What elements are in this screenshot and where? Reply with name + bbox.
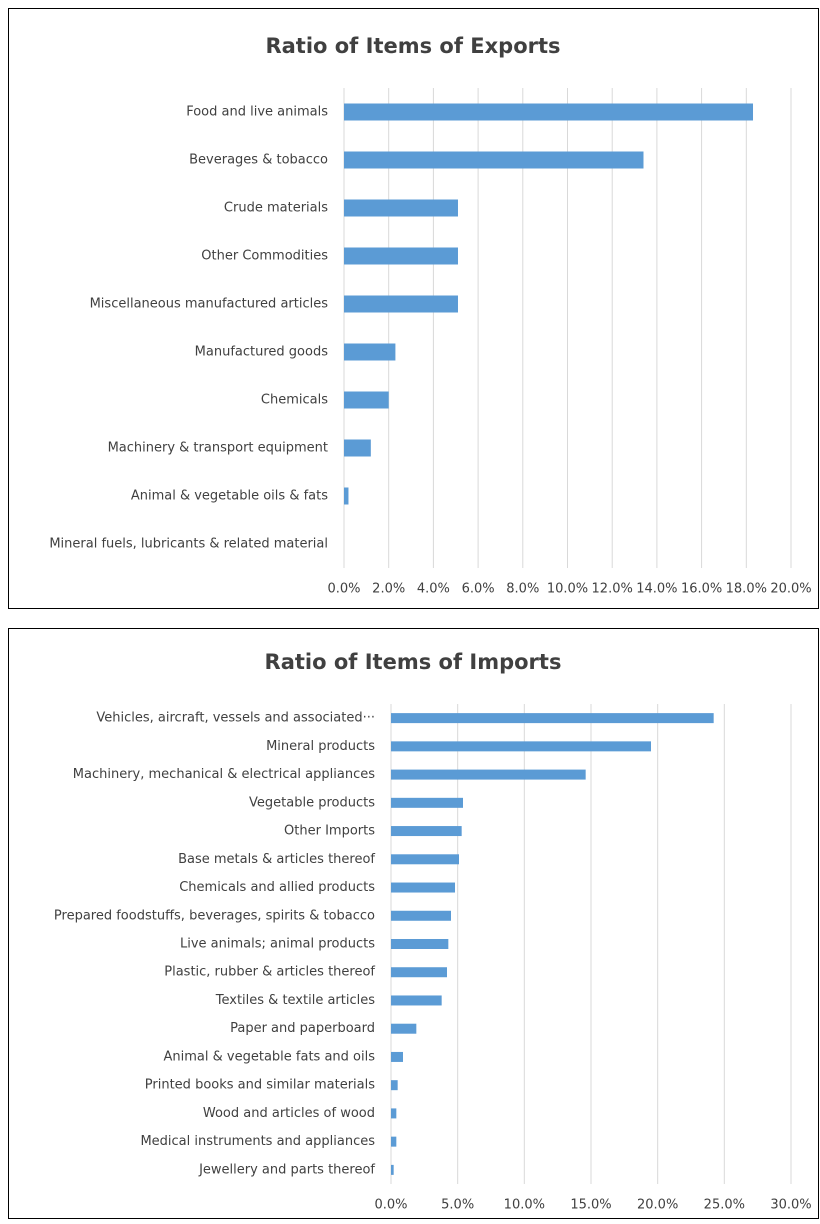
bar bbox=[391, 882, 455, 893]
bar bbox=[391, 769, 586, 780]
x-tick-label: 30.0% bbox=[770, 1198, 811, 1213]
y-tick-label: Medical instruments and appliances bbox=[140, 1134, 375, 1149]
y-tick-label: Plastic, rubber & articles thereof bbox=[164, 965, 375, 980]
x-tick-label: 5.0% bbox=[441, 1198, 474, 1213]
bar bbox=[391, 1080, 398, 1091]
x-tick-label: 20.0% bbox=[637, 1198, 678, 1213]
bar bbox=[391, 826, 462, 837]
y-tick-label: Beverages & tobacco bbox=[189, 153, 328, 168]
x-tick-label: 2.0% bbox=[372, 582, 405, 597]
y-tick-label: Other Imports bbox=[284, 824, 375, 839]
x-tick-label: 4.0% bbox=[417, 582, 450, 597]
y-tick-label: Other Commodities bbox=[201, 249, 328, 264]
bar bbox=[391, 939, 449, 949]
y-tick-label: Textiles & textile articles bbox=[215, 993, 375, 1008]
x-tick-label: 6.0% bbox=[462, 582, 495, 597]
bar bbox=[344, 391, 389, 409]
bar bbox=[391, 1108, 397, 1119]
y-tick-label: Crude materials bbox=[224, 201, 328, 216]
y-tick-label: Vegetable products bbox=[249, 795, 375, 810]
y-tick-label: Food and live animals bbox=[186, 105, 328, 120]
x-tick-label: 0.0% bbox=[327, 582, 360, 597]
bar bbox=[391, 1164, 394, 1175]
bar bbox=[344, 295, 458, 313]
x-tick-label: 15.0% bbox=[570, 1198, 611, 1213]
y-tick-label: Animal & vegetable oils & fats bbox=[131, 489, 328, 504]
y-tick-label: Paper and paperboard bbox=[230, 1021, 375, 1036]
bar bbox=[391, 910, 451, 921]
x-tick-label: 10.0% bbox=[504, 1198, 545, 1213]
x-tick-label: 16.0% bbox=[681, 582, 722, 597]
bar bbox=[391, 1051, 403, 1062]
bar bbox=[344, 247, 458, 265]
y-tick-label: Jewellery and parts thereof bbox=[198, 1162, 375, 1177]
y-tick-label: Vehicles, aircraft, vessels and associat… bbox=[96, 711, 375, 726]
x-tick-label: 25.0% bbox=[704, 1198, 745, 1213]
x-tick-label: 8.0% bbox=[506, 582, 539, 597]
y-tick-label: Chemicals and allied products bbox=[179, 880, 375, 895]
bar bbox=[344, 199, 458, 217]
y-tick-label: Printed books and similar materials bbox=[145, 1078, 375, 1093]
bar bbox=[344, 439, 371, 457]
y-tick-label: Mineral fuels, lubricants & related mate… bbox=[49, 537, 328, 552]
bar bbox=[344, 103, 754, 121]
y-tick-label: Prepared foodstuffs, beverages, spirits … bbox=[54, 908, 375, 923]
chart-frame bbox=[8, 628, 819, 1219]
bar bbox=[391, 713, 714, 724]
bar bbox=[344, 343, 396, 361]
x-tick-label: 20.0% bbox=[770, 582, 811, 597]
chart-title: Ratio of Items of Imports bbox=[265, 650, 562, 674]
x-tick-label: 14.0% bbox=[636, 582, 677, 597]
y-tick-label: Machinery, mechanical & electrical appli… bbox=[73, 767, 375, 782]
bar bbox=[391, 967, 447, 978]
x-tick-label: 10.0% bbox=[547, 582, 588, 597]
bar bbox=[344, 487, 349, 505]
bar bbox=[344, 151, 644, 169]
y-tick-label: Mineral products bbox=[266, 739, 375, 754]
bar bbox=[391, 741, 651, 752]
x-tick-label: 0.0% bbox=[374, 1198, 407, 1213]
bar bbox=[391, 854, 459, 865]
y-tick-label: Wood and articles of wood bbox=[203, 1106, 375, 1121]
chart-title: Ratio of Items of Exports bbox=[265, 34, 560, 58]
y-tick-label: Miscellaneous manufactured articles bbox=[90, 297, 329, 312]
bar bbox=[391, 797, 463, 808]
y-tick-label: Live animals; animal products bbox=[180, 937, 375, 952]
x-tick-label: 12.0% bbox=[592, 582, 633, 597]
bar bbox=[391, 995, 442, 1006]
y-tick-label: Machinery & transport equipment bbox=[108, 441, 328, 456]
bar bbox=[391, 1136, 397, 1147]
y-tick-label: Chemicals bbox=[261, 393, 328, 408]
y-tick-label: Animal & vegetable fats and oils bbox=[164, 1049, 376, 1064]
y-tick-label: Manufactured goods bbox=[195, 345, 329, 360]
y-tick-label: Base metals & articles thereof bbox=[178, 852, 375, 867]
bar bbox=[391, 1023, 417, 1034]
x-tick-label: 18.0% bbox=[726, 582, 767, 597]
